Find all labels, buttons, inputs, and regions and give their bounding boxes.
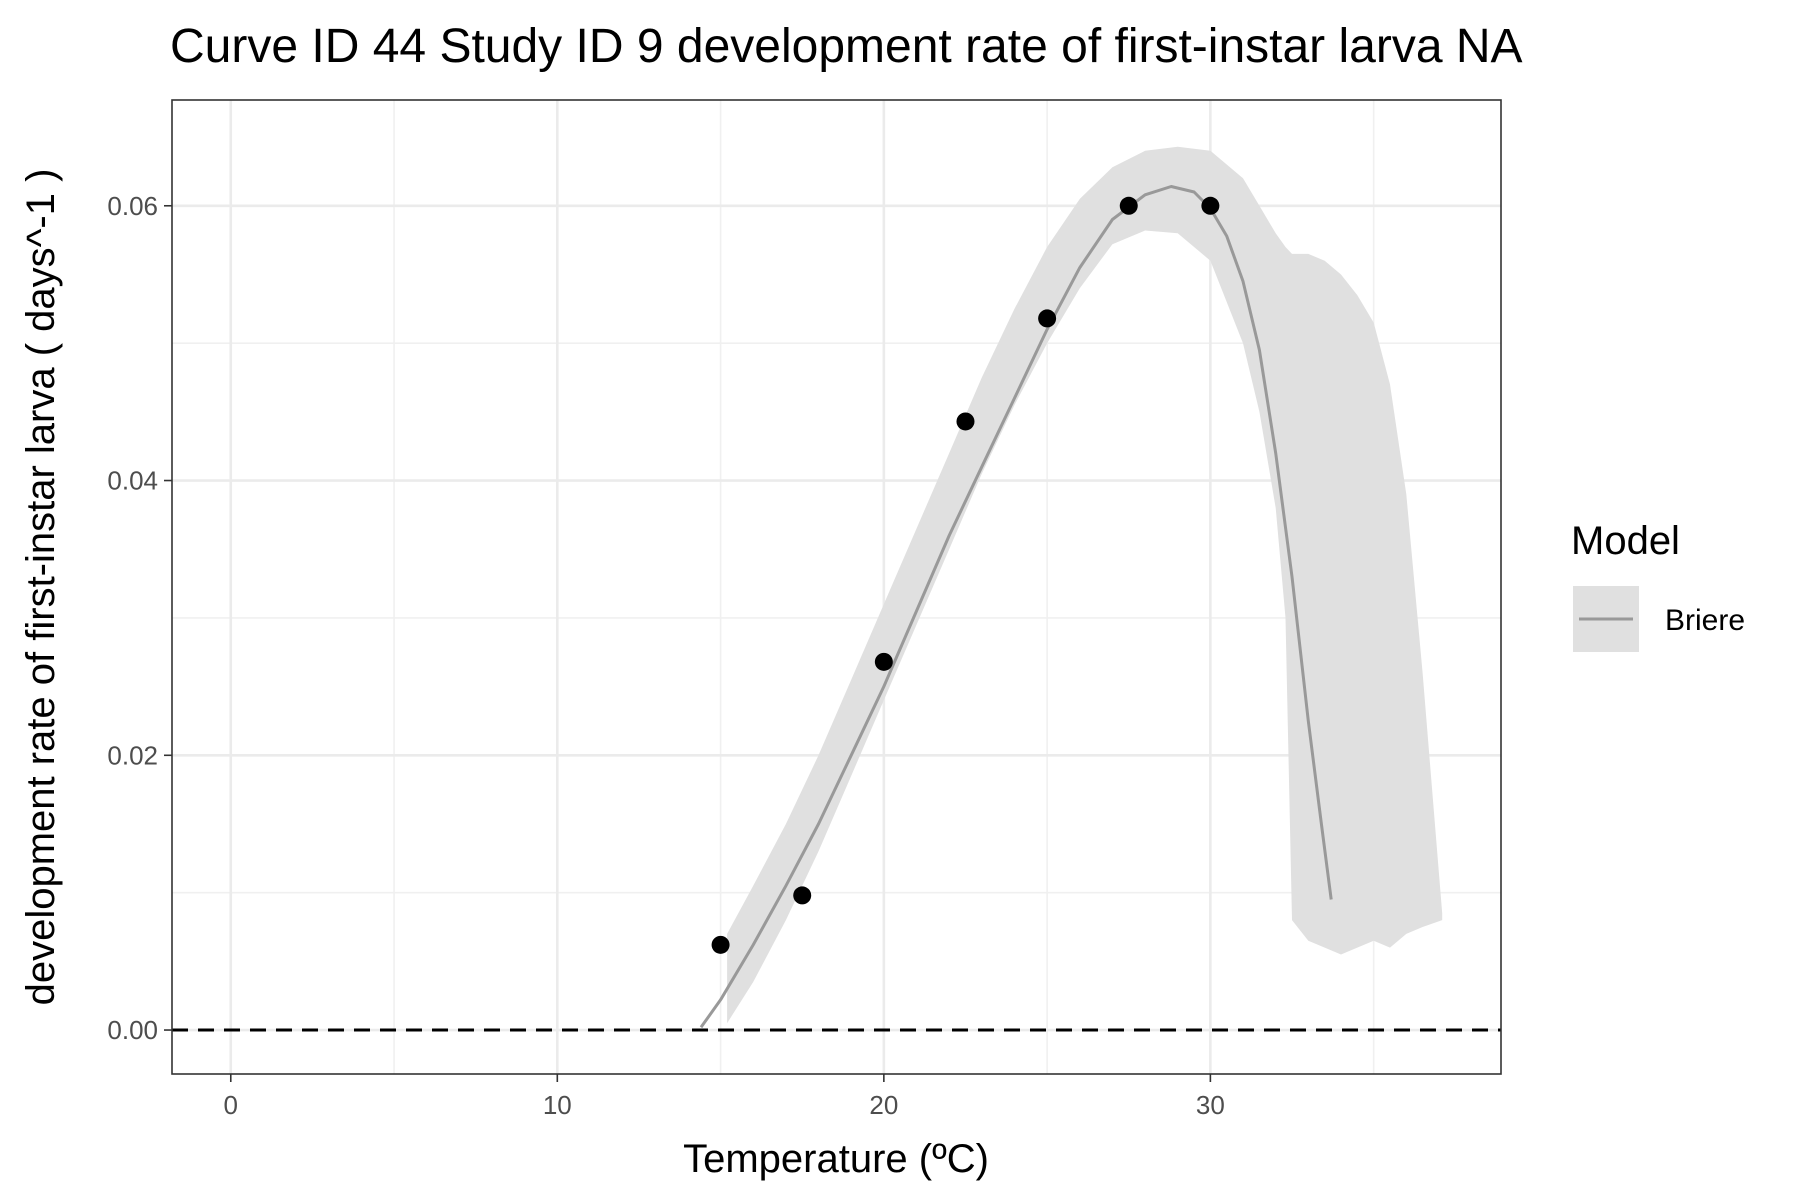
data-point-6 xyxy=(1201,196,1220,215)
y-tick-label-3: 0.06 xyxy=(107,191,158,221)
x-tick-label-3: 30 xyxy=(1196,1090,1225,1120)
x-tick-label-2: 20 xyxy=(869,1090,898,1120)
legend-title: Model xyxy=(1571,519,1680,563)
y-axis-title: development rate of first-instar larva (… xyxy=(19,169,63,1006)
points-layer xyxy=(711,196,1220,954)
y-tick-label-1: 0.02 xyxy=(107,740,158,770)
data-point-2 xyxy=(874,652,893,671)
data-point-0 xyxy=(711,935,730,954)
y-tick-label-0: 0.00 xyxy=(107,1015,158,1045)
x-axis-ticks: 0 10 20 30 xyxy=(224,1074,1225,1120)
line-layer xyxy=(699,185,1333,1029)
y-tick-label-2: 0.04 xyxy=(107,466,158,496)
series-line-briere xyxy=(699,185,1333,1029)
ribbon-layer xyxy=(727,146,1443,1024)
chart-title: Curve ID 44 Study ID 9 development rate … xyxy=(170,20,1523,73)
x-axis-title: Temperature (ºC) xyxy=(683,1137,989,1181)
data-point-3 xyxy=(956,412,975,431)
data-point-5 xyxy=(1119,196,1138,215)
x-tick-label-1: 10 xyxy=(543,1090,572,1120)
legend: Model Briere xyxy=(1571,519,1745,652)
legend-label-briere: Briere xyxy=(1665,604,1745,637)
y-axis-ticks: 0.00 0.02 0.04 0.06 xyxy=(107,191,172,1045)
plot-border xyxy=(171,99,1502,1075)
data-point-1 xyxy=(793,886,812,905)
ribbon-briere xyxy=(727,146,1443,1024)
data-point-4 xyxy=(1038,309,1057,328)
x-tick-label-0: 0 xyxy=(224,1090,238,1120)
